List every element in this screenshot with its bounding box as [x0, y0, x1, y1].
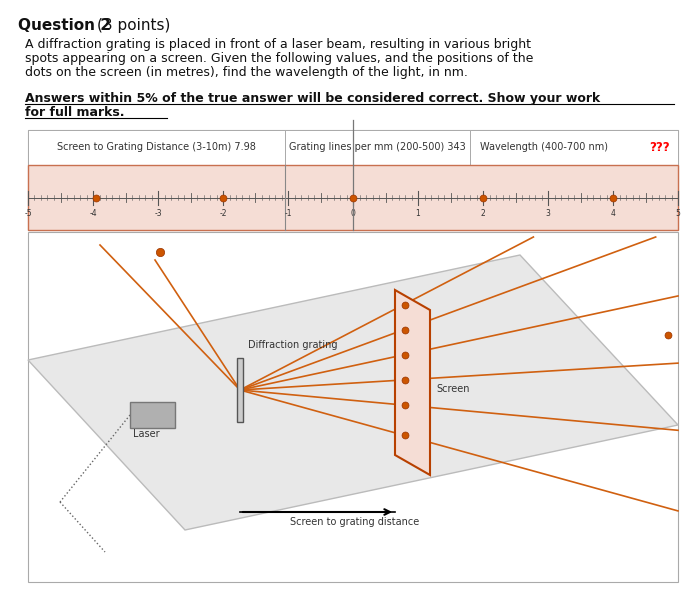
Text: -1: -1 — [284, 208, 292, 217]
Text: Screen: Screen — [436, 385, 470, 395]
Text: ???: ??? — [650, 141, 670, 154]
Text: 4: 4 — [610, 208, 615, 217]
Text: Wavelength (400-700 nm): Wavelength (400-700 nm) — [480, 142, 608, 152]
Text: for full marks.: for full marks. — [25, 106, 125, 119]
Text: -2: -2 — [219, 208, 227, 217]
Text: spots appearing on a screen. Given the following values, and the positions of th: spots appearing on a screen. Given the f… — [25, 52, 533, 65]
Text: dots on the screen (in metres), find the wavelength of the light, in nm.: dots on the screen (in metres), find the… — [25, 66, 468, 79]
Bar — [28, 130, 285, 165]
Text: -4: -4 — [89, 208, 97, 217]
Polygon shape — [28, 255, 678, 530]
Text: 3: 3 — [545, 208, 550, 217]
Bar — [28, 165, 678, 230]
Polygon shape — [130, 402, 175, 428]
Bar — [28, 232, 678, 582]
Bar — [28, 130, 678, 230]
Text: Answers within 5% of the true answer will be considered correct. Show your work: Answers within 5% of the true answer wil… — [25, 92, 601, 105]
Polygon shape — [237, 358, 243, 422]
Bar — [285, 130, 470, 165]
Text: Laser: Laser — [133, 429, 160, 439]
Text: Diffraction grating: Diffraction grating — [248, 340, 337, 350]
Text: 2: 2 — [481, 208, 485, 217]
Text: A diffraction grating is placed in front of a laser beam, resulting in various b: A diffraction grating is placed in front… — [25, 38, 531, 51]
Text: (3 points): (3 points) — [97, 18, 170, 33]
Text: -5: -5 — [25, 208, 32, 217]
Text: Grating lines per mm (200-500) 343: Grating lines per mm (200-500) 343 — [289, 142, 466, 152]
Text: 1: 1 — [416, 208, 421, 217]
Text: Screen to grating distance: Screen to grating distance — [290, 517, 419, 527]
Bar — [470, 130, 678, 165]
Polygon shape — [395, 290, 430, 475]
Text: -3: -3 — [154, 208, 162, 217]
Text: 0: 0 — [351, 208, 356, 217]
Text: Screen to Grating Distance (3-10m) 7.98: Screen to Grating Distance (3-10m) 7.98 — [57, 142, 256, 152]
Text: 5: 5 — [676, 208, 680, 217]
Text: Question 2: Question 2 — [18, 18, 111, 33]
